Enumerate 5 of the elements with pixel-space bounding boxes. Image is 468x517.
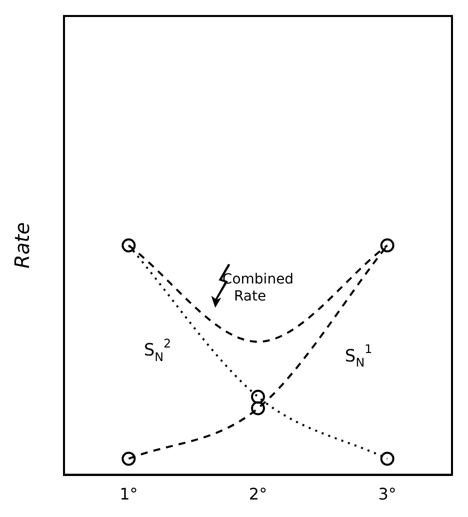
series-label: Combined Rate [222, 271, 294, 304]
x-tick-label: 3° [378, 484, 396, 504]
x-tick-label: 1° [120, 484, 138, 504]
y-axis-title: Rate [10, 222, 34, 269]
x-tick-label: 2° [248, 484, 268, 504]
